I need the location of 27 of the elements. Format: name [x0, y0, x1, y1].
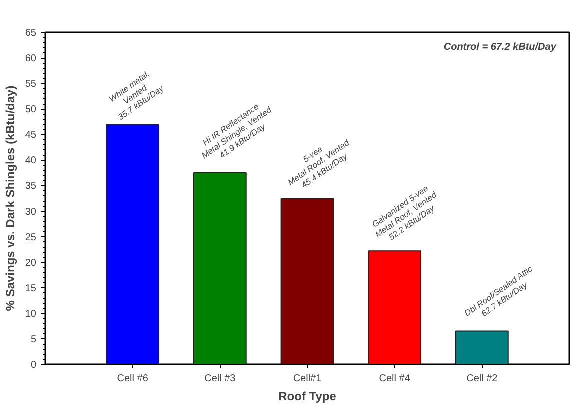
- y-tick-label: 60: [25, 54, 37, 65]
- bar: [368, 250, 422, 364]
- y-tick-label: 45: [25, 130, 37, 142]
- y-tick-label: 10: [25, 308, 37, 320]
- y-tick-label: 25: [25, 232, 37, 244]
- x-tick-label: Cell #6: [117, 374, 149, 384]
- x-tick-label: Cell#1: [293, 374, 322, 384]
- annotation: Control = 67.2 kBtu/Day: [444, 42, 557, 53]
- y-tick-label: 0: [30, 360, 37, 371]
- bar: [280, 198, 334, 364]
- y-tick-label: 50: [25, 104, 37, 116]
- x-axis-title: Roof Type: [278, 390, 337, 404]
- y-tick-label: 40: [25, 156, 37, 167]
- y-axis-title: % Savings vs. Dark Shingles (kBtu/day): [3, 86, 18, 312]
- x-tick-label: Cell #4: [379, 374, 411, 384]
- x-tick-label: Cell #2: [466, 374, 498, 384]
- bar: [106, 124, 160, 364]
- y-tick-label: 5: [30, 334, 37, 346]
- y-tick-label: 20: [25, 258, 37, 269]
- y-tick-label: 55: [25, 79, 37, 90]
- bar: [193, 172, 247, 364]
- x-tick-label: Cell #3: [204, 374, 236, 384]
- y-tick-label: 30: [25, 206, 37, 218]
- y-tick-label: 65: [25, 28, 37, 39]
- bar: [455, 330, 509, 364]
- y-tick-label: 35: [25, 181, 37, 192]
- y-tick-label: 15: [25, 283, 37, 294]
